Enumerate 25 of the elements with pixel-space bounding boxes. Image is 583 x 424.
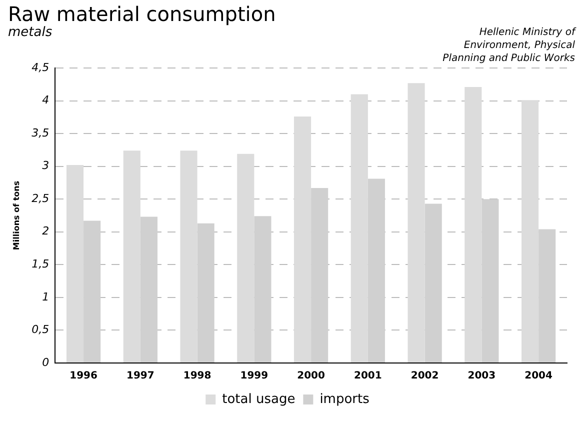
y-tick-label: 1,5: [32, 258, 50, 271]
y-tick-label: 2,5: [32, 192, 50, 205]
chart-title: Raw material consumption: [8, 2, 276, 26]
chart-subtitle: metals: [8, 25, 52, 40]
legend-label: imports: [320, 392, 370, 407]
x-tick-label: 2004: [524, 370, 553, 382]
y-tick-label: 4: [42, 94, 50, 107]
y-tick-label: 3: [42, 159, 50, 172]
y-tick-label: 4,5: [32, 60, 50, 74]
y-tick-label: 1: [42, 290, 50, 304]
x-tick-label: 1998: [183, 370, 212, 382]
y-tick-label: 0,5: [32, 323, 50, 336]
x-tick-label: 1999: [240, 370, 268, 382]
legend-label: total usage: [222, 392, 296, 407]
y-tick-label: 3,5: [32, 126, 50, 140]
x-tick-label: 1996: [70, 370, 98, 382]
x-tick-label: 2001: [354, 370, 382, 382]
x-tick-label: 2000: [297, 370, 325, 382]
y-tick-label: 0: [42, 356, 50, 369]
y-tick-label: 2: [42, 224, 50, 238]
x-tick-label: 1997: [126, 370, 154, 382]
x-tick-label: 2002: [410, 370, 439, 382]
y-axis-title: Millions of tons: [12, 180, 21, 250]
text: Hellenic Ministry of Environment, Physical Planning and Public Works: [442, 26, 575, 65]
x-tick-label: 2003: [468, 370, 496, 382]
